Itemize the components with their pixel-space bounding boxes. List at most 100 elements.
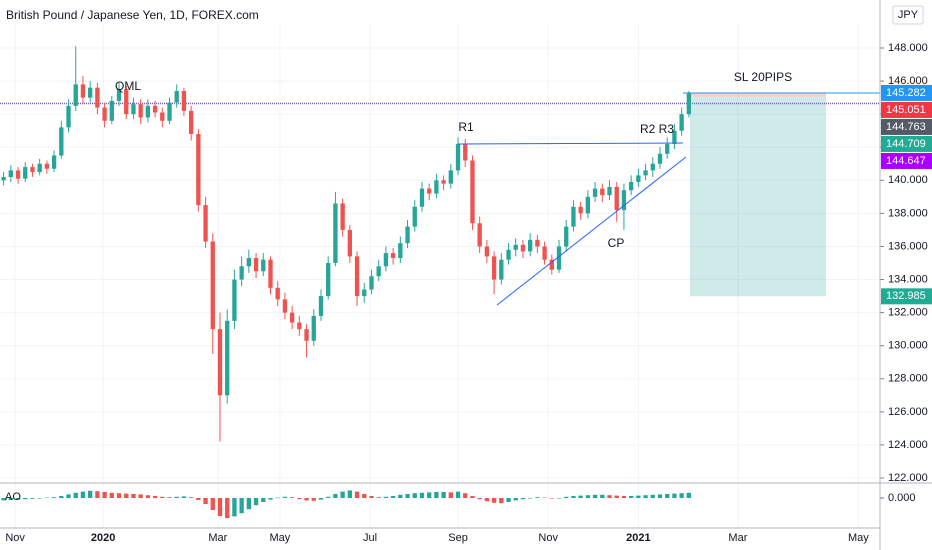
price-label: 144.709 [886,138,926,150]
candle-body [131,104,136,115]
candle-body [333,203,338,263]
candle-body [51,155,57,169]
ao-bar [412,493,417,498]
ao-bar [470,496,475,498]
price-label: 132.985 [886,290,926,302]
candle-body [289,312,295,323]
currency[interactable]: JPY [898,9,919,21]
candle-body [102,107,107,121]
y-tick-label: 132.000 [888,307,928,319]
x-tick-label: Nov [538,532,558,544]
ao-bar [665,494,670,498]
candle-body [23,167,28,179]
candle-body [412,206,417,227]
ao-bar [253,498,259,506]
candle-body [80,84,86,98]
candle-body [246,258,252,267]
price-label-box [881,84,932,101]
y-tick-label: 148.000 [888,42,928,54]
ao-bar [513,498,518,501]
candle-body [556,246,562,270]
candle-body [491,256,497,280]
candle-body [362,289,367,297]
candle-body [188,110,194,134]
ao-bar [268,498,273,500]
ao-bar [131,494,136,498]
candle-body [152,105,158,113]
candle-body [614,186,619,211]
y-tick-label: 128.000 [888,373,928,385]
ao-bar [289,497,295,498]
candle-body [427,188,432,194]
ao-bar [419,492,425,498]
ao-bar [333,494,338,498]
price-label-box [881,152,932,169]
price-label: 144.763 [886,121,926,133]
ao-bar [217,498,223,516]
ao-bar [506,498,511,502]
ao-bar [318,498,324,500]
ao-bar [347,490,352,498]
ao-bar [556,498,562,499]
candle-body [448,170,453,184]
candle-body [225,320,230,396]
ao-bar [636,495,641,498]
candle-body [535,239,540,247]
ao-bar [484,498,490,502]
candle-body [109,100,114,121]
candle-body [686,92,692,115]
candle-body [261,259,266,272]
candle-body [607,186,612,196]
target-zone [690,96,826,297]
ao-bar [203,498,208,504]
candle-body [124,89,129,115]
ao-bar [354,491,360,498]
ao-bar [232,498,237,517]
candle-body [253,258,259,272]
price-label-box [881,135,932,152]
y-tick-label: 130.000 [888,340,928,352]
candle-body [628,181,634,191]
candle-body [196,133,201,206]
ao-bar [369,496,374,498]
ao-bar [66,494,71,498]
candle-body [542,246,547,260]
ao-bar [304,498,309,501]
candle-body [405,226,410,244]
candle-body [672,130,677,144]
candle-body [390,253,396,259]
ao-bar [326,496,331,498]
candle-body [160,112,165,121]
annotation: CP [608,236,625,250]
candle-body [455,143,461,171]
y-tick-label: 140.000 [888,174,928,186]
candle-body [650,163,655,171]
ao-bar [585,495,591,498]
ao-bar [30,498,35,499]
price-label-box [881,101,932,118]
ao-bar [44,497,50,499]
ao-bar [607,495,612,498]
ao-bar [491,498,497,503]
ao-bar [1,498,6,501]
candle-body [578,206,583,214]
ao-bar [152,496,158,498]
currency-box[interactable] [892,5,924,25]
ao-bar [8,498,13,500]
x-tick-label: Mar [208,532,227,544]
ao-bar [643,495,648,498]
ao-bar [95,491,100,498]
y-tick-label: 134.000 [888,273,928,285]
ao-bar [679,493,684,498]
candle-body [477,223,482,247]
ao-bar [59,496,64,498]
ao-bar [88,490,93,498]
ao-bar [448,492,453,498]
ao-bar [225,498,230,518]
ao-bar [427,492,432,498]
y-tick-label: 138.000 [888,207,928,219]
ao-bar [109,492,114,498]
candle-body [520,244,526,252]
candle-body [369,276,374,290]
